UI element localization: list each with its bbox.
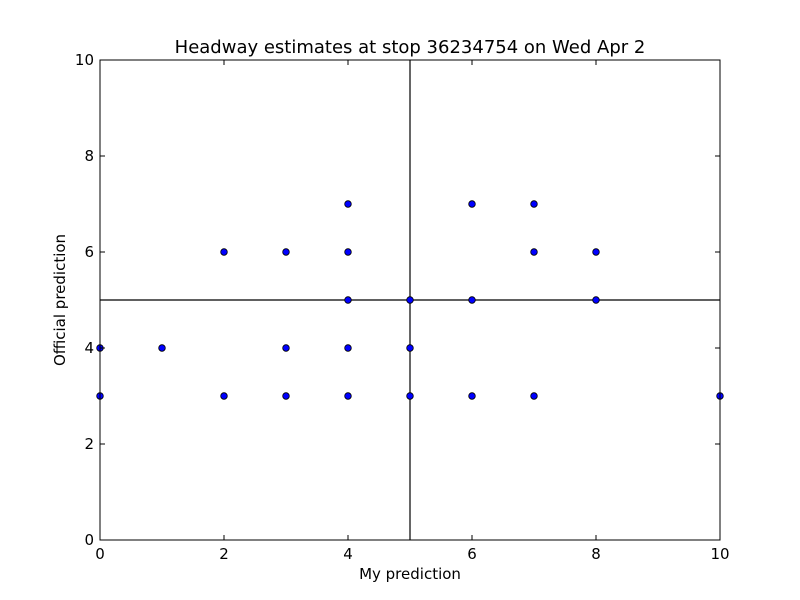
plot-frame (99, 59, 721, 541)
y-tick-label: 8 (84, 147, 94, 165)
data-point (406, 344, 414, 352)
data-point (282, 392, 290, 400)
data-point (530, 200, 538, 208)
data-point (468, 392, 476, 400)
data-point (468, 200, 476, 208)
data-point (592, 296, 600, 304)
x-tick-label: 0 (95, 545, 105, 563)
data-point (344, 248, 352, 256)
x-tick-label: 4 (343, 545, 353, 563)
data-point (344, 200, 352, 208)
data-point (344, 344, 352, 352)
x-axis-label: My prediction (359, 565, 461, 583)
data-point (282, 248, 290, 256)
chart-title: Headway estimates at stop 36234754 on We… (175, 37, 646, 58)
y-tick-label: 10 (75, 51, 94, 69)
data-point (406, 296, 414, 304)
data-point (530, 248, 538, 256)
data-point (158, 344, 166, 352)
axis-ticks: 0 2 4 6 8 10 0 2 4 6 8 10 (75, 51, 730, 563)
data-point (530, 392, 538, 400)
y-axis-label: Official prediction (51, 234, 69, 366)
data-point (220, 392, 228, 400)
x-tick-label: 2 (219, 545, 229, 563)
data-point (344, 392, 352, 400)
data-point (344, 296, 352, 304)
y-tick-label: 6 (84, 243, 94, 261)
x-tick-label: 6 (467, 545, 477, 563)
data-point (406, 392, 414, 400)
data-point (468, 296, 476, 304)
y-tick-label: 4 (84, 339, 94, 357)
x-tick-label: 10 (710, 545, 729, 563)
y-tick-label: 0 (84, 531, 94, 549)
data-point (282, 344, 290, 352)
data-point (592, 248, 600, 256)
x-tick-label: 8 (591, 545, 601, 563)
y-tick-label: 2 (84, 435, 94, 453)
data-point (220, 248, 228, 256)
